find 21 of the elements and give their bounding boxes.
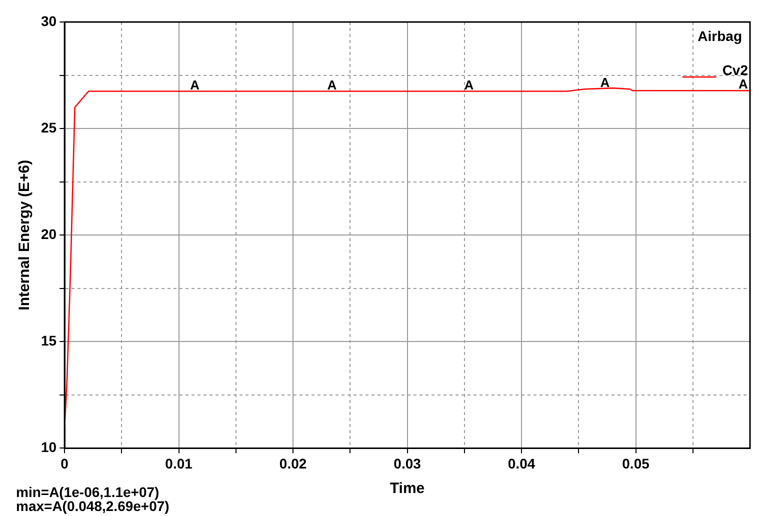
x-tick-label: 0.05 (622, 455, 650, 472)
legend-title: Airbag (698, 28, 742, 44)
x-tick-label: 0.01 (165, 455, 193, 472)
x-tick-label: 0 (60, 455, 69, 472)
annotation: A (600, 75, 610, 90)
annotation: A (738, 76, 748, 92)
annotation: A (464, 77, 474, 92)
text: min=A(1e-06,1.1e+07) (16, 484, 160, 500)
y-tick-label: 10 (40, 439, 57, 456)
y-tick-label: 20 (40, 226, 57, 242)
y-tick-label: 15 (40, 332, 57, 349)
annotation: A (190, 77, 200, 92)
x-tick-label: 0.03 (394, 455, 422, 472)
legend-label: Cv2 (722, 62, 748, 78)
x-axis-title: Time (390, 480, 425, 498)
x-tick-label: 0.02 (279, 455, 307, 472)
y-tick-label: 25 (40, 119, 57, 136)
y-tick-label: 30 (40, 12, 57, 29)
x-tick-label: 0.04 (508, 455, 536, 472)
annotation: A (327, 77, 338, 92)
y-axis-title: Internal Energy (E+6) (16, 160, 34, 310)
